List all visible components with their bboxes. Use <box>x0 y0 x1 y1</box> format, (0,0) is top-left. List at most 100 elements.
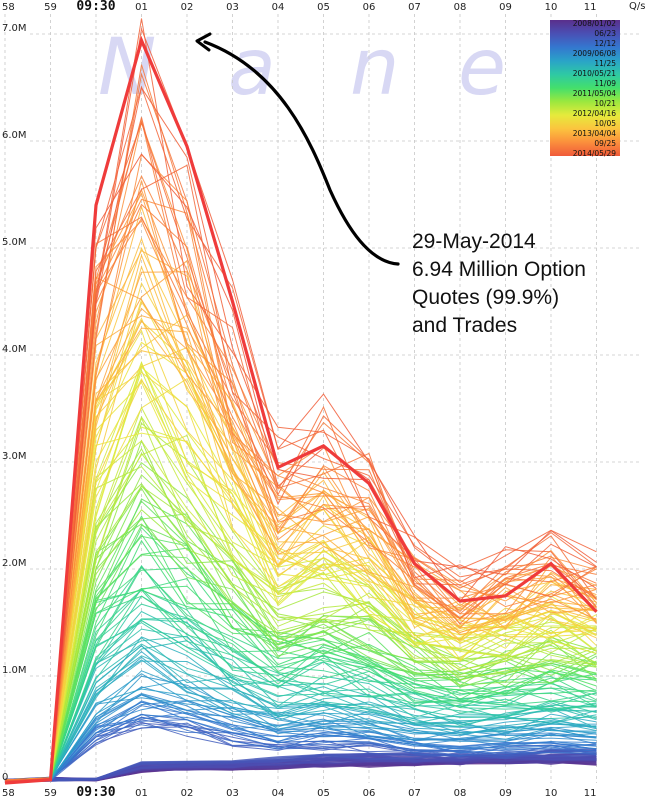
legend-label: 09/25 <box>594 139 616 148</box>
bundle-line <box>4 484 597 782</box>
bundle-line <box>4 699 597 782</box>
x-top-tick-label: 06 <box>363 2 376 13</box>
x-top-tick-label: 59 <box>44 2 57 13</box>
legend-label: 2010/05/21 <box>573 69 616 78</box>
bundle-line <box>4 216 597 782</box>
bundle-line <box>4 622 597 782</box>
bundle-line <box>4 265 597 782</box>
bundle-line <box>4 524 597 782</box>
y-tick-label: 0 <box>2 772 8 783</box>
x-bottom-tick-label: 09:30 <box>76 785 115 800</box>
bundle-line <box>4 416 597 781</box>
bundle-line <box>4 217 597 782</box>
bundle-line <box>4 18 597 782</box>
x-bottom-tick-label: 04 <box>272 788 285 799</box>
legend-label: 06/23 <box>594 29 616 38</box>
series-2014-05-29 <box>4 35 598 785</box>
bundle-line <box>4 422 597 781</box>
bundle-line <box>4 688 597 782</box>
bundle-line <box>4 346 597 781</box>
bundle-line <box>4 620 597 782</box>
annotation-line-4: and Trades <box>412 314 517 337</box>
bundle-line <box>4 659 597 781</box>
x-top-tick-label: 01 <box>135 2 148 13</box>
y-tick-label: 3.0M <box>2 451 27 462</box>
legend-label: 11/25 <box>594 59 616 68</box>
x-top-tick-label: 11 <box>584 2 597 13</box>
bundle-line <box>4 416 597 781</box>
x-bottom-tick-label: 05 <box>317 788 330 799</box>
bundle-line <box>4 271 597 781</box>
bundle-line <box>4 726 597 782</box>
bundle-line <box>4 660 597 782</box>
bundle-line <box>4 595 597 782</box>
y-tick-label: 4.0M <box>2 344 27 355</box>
x-bottom-tick-label: 02 <box>181 788 194 799</box>
annotation-line-1: 29-May-2014 <box>412 230 536 253</box>
bundle-line <box>4 585 597 782</box>
annotation: 29-May-2014 6.94 Million Option Quotes (… <box>195 32 586 337</box>
bundle-line <box>4 701 597 782</box>
legend-label: 2013/04/04 <box>573 129 616 138</box>
bundle-line <box>4 426 597 781</box>
bundle-line <box>4 554 597 783</box>
bundle-line <box>4 121 597 782</box>
y-unit-label: Q/s <box>629 1 645 12</box>
bundle-line <box>4 85 597 782</box>
x-top-tick-label: 10 <box>545 2 558 13</box>
y-axis: 0 1.0M 2.0M 3.0M 4.0M 5.0M 6.0M 7.0M <box>2 23 27 783</box>
bundle-line <box>4 589 597 781</box>
bundle-line <box>4 714 597 782</box>
bundle-line <box>4 198 597 781</box>
legend-colorbar <box>550 20 620 156</box>
annotation-arrow <box>203 40 400 266</box>
x-top-tick-label: 02 <box>181 2 194 13</box>
x-bottom-tick-label: 07 <box>408 788 421 799</box>
bundle-line <box>4 27 597 782</box>
bundle-line <box>4 643 597 783</box>
bundle-line <box>4 711 597 781</box>
bundle-line <box>4 618 597 782</box>
x-bottom-tick-label: 03 <box>226 788 239 799</box>
bundle-line <box>4 72 597 781</box>
y-tick-label: 2.0M <box>2 558 27 569</box>
series-bundle <box>4 18 597 783</box>
bundle-line <box>4 485 597 783</box>
bundle-line <box>4 539 597 782</box>
legend-label: 2011/05/04 <box>573 89 616 98</box>
bundle-line <box>4 656 597 781</box>
bundle-line <box>4 610 597 783</box>
bundle-line <box>4 447 597 782</box>
y-tick-label: 7.0M <box>2 23 27 34</box>
x-bottom-tick-label: 58 <box>2 788 15 799</box>
watermark: N a n e <box>98 23 506 113</box>
x-bottom-tick-label: 09 <box>499 788 512 799</box>
x-bottom-tick-label: 11 <box>584 788 597 799</box>
x-top-tick-label: 09:30 <box>76 0 115 14</box>
bundle-line <box>4 319 597 781</box>
x-top-tick-label: 05 <box>317 2 330 13</box>
x-top-tick-label: 04 <box>272 2 285 13</box>
x-axis-top: 58 59 09:30 01 02 03 04 05 06 07 08 09 10 11 <box>2 0 597 14</box>
bundle-line <box>4 645 597 783</box>
x-bottom-tick-label: 10 <box>545 788 558 799</box>
bundle-line <box>4 565 597 782</box>
bundle-line <box>4 361 597 782</box>
legend-label: 12/12 <box>594 39 616 48</box>
y-tick-label: 5.0M <box>2 237 27 248</box>
bundle-line <box>4 406 597 783</box>
legend-label: 2014/05/29 <box>573 149 616 158</box>
x-top-tick-label: 09 <box>499 2 512 13</box>
bundle-line <box>4 153 597 782</box>
x-bottom-tick-label: 59 <box>44 788 57 799</box>
legend: 2008/01/0206/2312/122009/06/0811/252010/… <box>550 19 620 158</box>
x-axis-bottom: 58 59 09:30 01 02 03 04 05 06 07 08 09 10 11 <box>2 785 597 800</box>
legend-label: 10/05 <box>594 119 616 128</box>
bundle-line <box>4 253 597 782</box>
bundle-line <box>4 618 597 781</box>
bundle-line <box>4 686 597 783</box>
x-top-tick-label: 03 <box>226 2 239 13</box>
y-tick-label: 6.0M <box>2 130 27 141</box>
legend-label: 2009/06/08 <box>573 49 616 58</box>
